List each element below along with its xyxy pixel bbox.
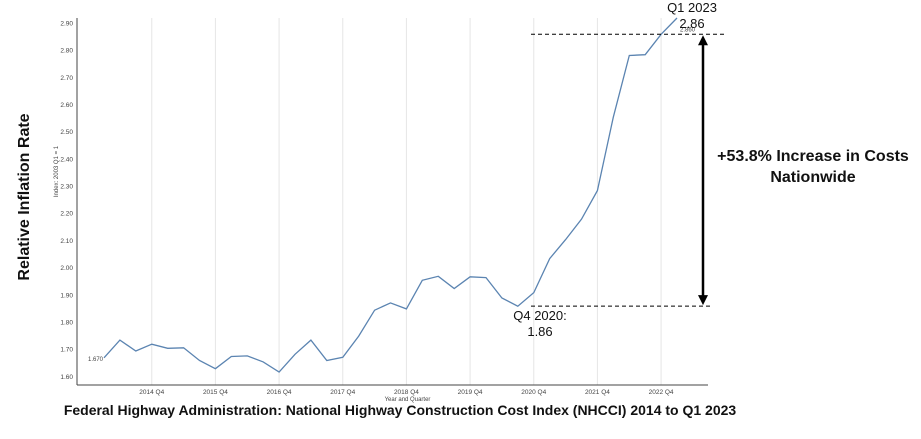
x-tick-label: 2015 Q4 [203, 389, 228, 396]
annotation-layer [531, 33, 725, 307]
y-tick-labels: 1.60 1.70 1.80 1.90 2.00 2.10 2.20 2.30 2.40 2.50… [60, 20, 73, 380]
y-axis-title: Index: 2003 Q1 = 1 [54, 145, 60, 197]
x-tick-label: 2021 Q4 [585, 389, 610, 396]
axes [76, 18, 708, 386]
x-tick-label: 2019 Q4 [458, 389, 483, 396]
x-tick-label: 2016 Q4 [267, 389, 292, 396]
end-callout-value: 2.86 [679, 16, 705, 31]
increase-annotation: +53.8% Increase in Costs Nationwide [717, 148, 909, 186]
x-tick-labels: 2014 Q4 2015 Q4 2016 Q4 2017 Q4 2018 Q4 2019 … [139, 389, 674, 396]
y-tick-label: 2.00 [60, 265, 73, 272]
x-tick-label: 2017 Q4 [330, 389, 355, 396]
start-callout: Q4 2020: 1.86 [500, 308, 580, 340]
y-tick-label: 1.60 [60, 374, 73, 381]
x-axis-title: Year and Quarter [385, 397, 431, 403]
increase-arrow-head-top [698, 35, 708, 46]
y-tick-label: 2.70 [60, 75, 73, 82]
y-tick-label: 2.20 [60, 211, 73, 218]
x-tick-label: 2022 Q4 [649, 389, 674, 396]
y-tick-label: 2.90 [60, 20, 73, 27]
x-tick-label: 2018 Q4 [394, 389, 419, 396]
point-value-label: 2.860 [680, 27, 696, 33]
y-tick-label: 2.80 [60, 48, 73, 55]
y-tick-label: 1.90 [60, 292, 73, 299]
nhcci-series-line [103, 17, 678, 373]
y-tick-label: 2.10 [60, 238, 73, 245]
outer-y-axis-label: Relative Inflation Rate [16, 113, 33, 281]
start-callout-value: 1.86 [527, 324, 553, 339]
start-callout-period: Q4 2020: [513, 308, 567, 323]
y-tick-label: 2.50 [60, 129, 73, 136]
increase-arrow-head-bottom [698, 295, 708, 306]
x-tick-label: 2020 Q4 [521, 389, 546, 396]
vertical-gridlines [151, 18, 662, 385]
x-tick-label: 2014 Q4 [139, 389, 164, 396]
y-tick-label: 2.60 [60, 102, 73, 109]
y-tick-label: 2.40 [60, 156, 73, 163]
y-tick-label: 2.30 [60, 184, 73, 191]
y-tick-label: 1.80 [60, 319, 73, 326]
series-layer: 1.670 2.860 [88, 17, 696, 373]
end-callout: Q1 2023 2.86 [655, 0, 729, 32]
chart-caption: Federal Highway Administration: National… [63, 402, 737, 418]
y-tick-label: 1.70 [60, 347, 73, 354]
end-callout-period: Q1 2023 [667, 0, 717, 15]
point-value-label: 1.670 [88, 357, 104, 363]
